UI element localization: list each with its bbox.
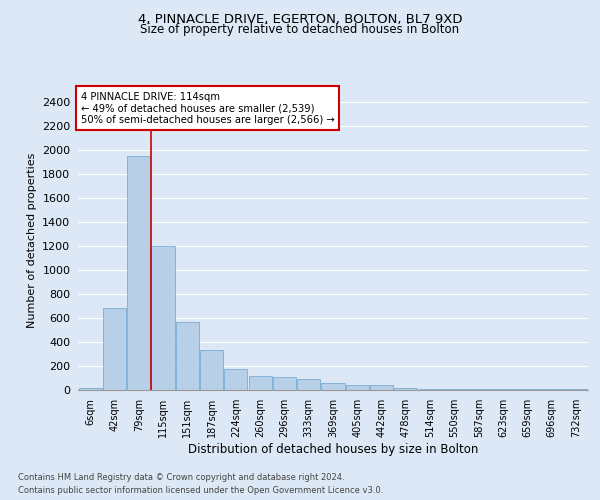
Bar (248, 376, 272, 390)
Bar (394, 388, 418, 390)
Bar (224, 369, 247, 390)
Bar (273, 377, 296, 390)
Bar (200, 350, 223, 390)
Bar (370, 385, 393, 390)
Bar (419, 389, 442, 390)
Y-axis label: Number of detached properties: Number of detached properties (26, 152, 37, 328)
Text: Size of property relative to detached houses in Bolton: Size of property relative to detached ho… (140, 22, 460, 36)
Bar (322, 383, 344, 390)
Bar (103, 308, 126, 390)
X-axis label: Distribution of detached houses by size in Bolton: Distribution of detached houses by size … (188, 442, 478, 456)
Text: 4 PINNACLE DRIVE: 114sqm
← 49% of detached houses are smaller (2,539)
50% of sem: 4 PINNACLE DRIVE: 114sqm ← 49% of detach… (80, 92, 334, 124)
Bar (151, 246, 175, 390)
Text: Contains public sector information licensed under the Open Government Licence v3: Contains public sector information licen… (18, 486, 383, 495)
Bar (346, 385, 369, 390)
Text: 4, PINNACLE DRIVE, EGERTON, BOLTON, BL7 9XD: 4, PINNACLE DRIVE, EGERTON, BOLTON, BL7 … (138, 12, 462, 26)
Bar (127, 156, 150, 390)
Bar (297, 378, 320, 390)
Bar (176, 322, 199, 390)
Text: Contains HM Land Registry data © Crown copyright and database right 2024.: Contains HM Land Registry data © Crown c… (18, 472, 344, 482)
Bar (79, 388, 101, 390)
